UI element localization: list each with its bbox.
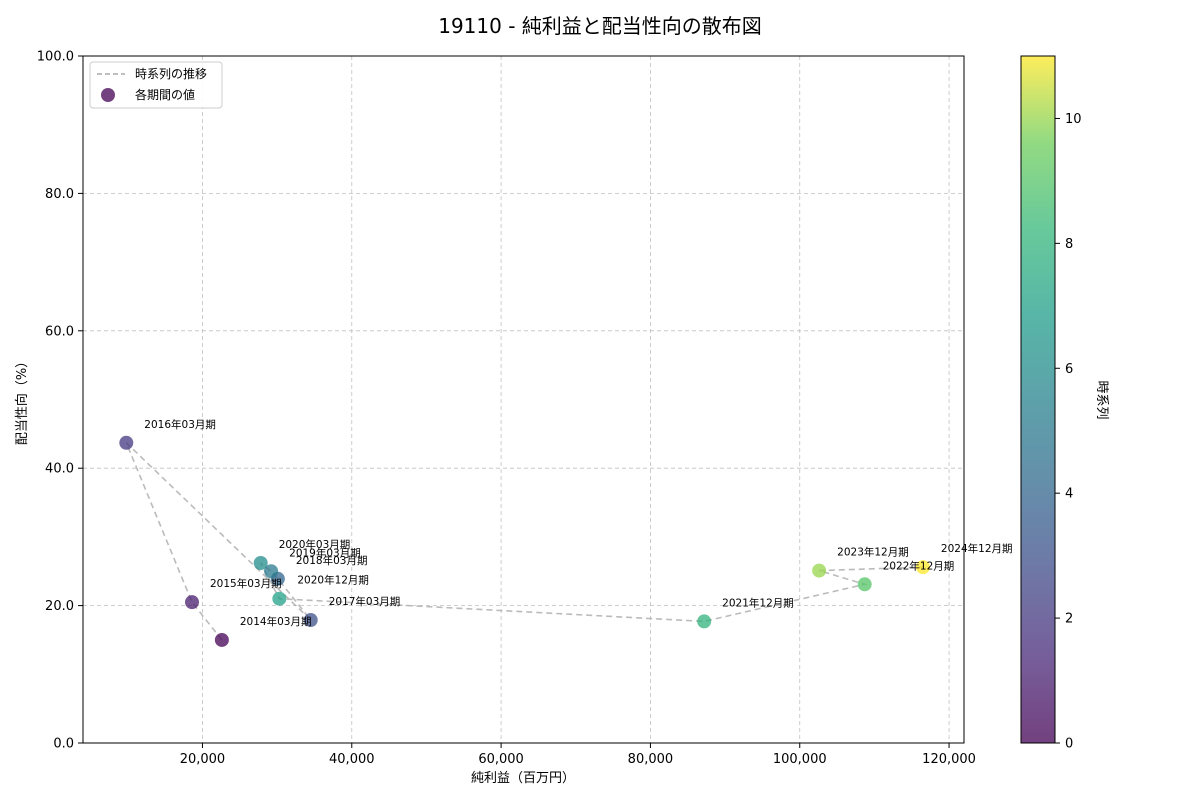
data-point bbox=[185, 595, 200, 610]
data-point-label: 2018年03月期 bbox=[296, 554, 368, 567]
data-point-label: 2024年12月期 bbox=[941, 542, 1013, 555]
data-point bbox=[697, 614, 712, 629]
plot-area-frame bbox=[82, 55, 965, 744]
y-tick-label: 20.0 bbox=[45, 599, 74, 614]
data-point-label: 2014年03月期 bbox=[240, 615, 312, 628]
colorbar-tick-label: 4 bbox=[1065, 487, 1073, 502]
data-point bbox=[214, 632, 229, 647]
data-point-label: 2023年12月期 bbox=[837, 546, 909, 559]
data-point-label: 2020年03月期 bbox=[279, 538, 351, 551]
chart-title: 19110 - 純利益と配当性向の散布図 bbox=[438, 14, 762, 38]
x-tick-label: 120,000 bbox=[922, 752, 976, 767]
colorbar-tick-label: 10 bbox=[1065, 112, 1082, 127]
y-tick-label: 40.0 bbox=[45, 462, 74, 477]
y-tick-label: 60.0 bbox=[45, 324, 74, 339]
x-tick-label: 40,000 bbox=[329, 752, 375, 767]
y-tick-label: 0.0 bbox=[53, 737, 74, 752]
colorbar-tick-label: 0 bbox=[1065, 737, 1073, 752]
legend-marker-label: 各期間の値 bbox=[135, 87, 195, 102]
legend-marker-swatch bbox=[101, 88, 115, 102]
data-point bbox=[272, 591, 287, 606]
y-tick-label: 80.0 bbox=[45, 187, 74, 202]
colorbar-label: 時系列 bbox=[1094, 380, 1109, 419]
data-point-label: 2015年03月期 bbox=[210, 577, 282, 590]
data-point bbox=[303, 613, 318, 628]
data-point-label: 2022年12月期 bbox=[883, 559, 955, 572]
x-tick-label: 60,000 bbox=[478, 752, 524, 767]
data-point-label: 2019年03月期 bbox=[289, 546, 361, 559]
legend: 時系列の推移 各期間の値 bbox=[89, 61, 223, 109]
time-series-line bbox=[125, 442, 923, 641]
data-point-label: 2021年12月期 bbox=[722, 596, 794, 609]
data-points bbox=[119, 435, 930, 647]
data-point bbox=[915, 560, 930, 575]
data-point bbox=[253, 556, 268, 571]
x-tick-label: 20,000 bbox=[180, 752, 226, 767]
x-axis: 20,000 40,000 60,000 80,000 100,000 120,000 bbox=[180, 743, 976, 767]
data-point-label: 2020年12月期 bbox=[297, 574, 369, 587]
data-point-label: 2016年03月期 bbox=[144, 418, 216, 431]
colorbar-tick-label: 2 bbox=[1065, 612, 1073, 627]
y-axis: 0.0 20.0 40.0 60.0 80.0 100.0 bbox=[37, 50, 83, 752]
colorbar: 0 2 4 6 8 10 時系列 bbox=[1020, 55, 1109, 752]
colorbar-ticks: 0 2 4 6 8 10 bbox=[1055, 112, 1082, 752]
y-axis-label: 配当性向（%） bbox=[14, 355, 30, 445]
x-tick-label: 80,000 bbox=[628, 752, 674, 767]
colorbar-frame bbox=[1020, 55, 1056, 744]
x-axis-label: 純利益（百万円） bbox=[471, 771, 575, 786]
data-point bbox=[119, 435, 134, 450]
data-point bbox=[812, 563, 827, 578]
data-point bbox=[857, 577, 872, 592]
gridlines bbox=[83, 55, 964, 744]
y-tick-label: 100.0 bbox=[37, 50, 74, 65]
x-tick-label: 100,000 bbox=[773, 752, 827, 767]
series-line bbox=[125, 442, 923, 641]
colorbar-gradient bbox=[1021, 56, 1055, 743]
data-point-label: 2017年03月期 bbox=[329, 595, 401, 608]
data-point bbox=[264, 564, 279, 579]
colorbar-tick-label: 8 bbox=[1065, 237, 1073, 252]
legend-line-label: 時系列の推移 bbox=[135, 67, 207, 81]
colorbar-tick-label: 6 bbox=[1065, 362, 1073, 377]
data-point-labels: 2014年03月期 2015年03月期 2016年03月期 2017年03月期 2018… bbox=[144, 418, 1012, 628]
